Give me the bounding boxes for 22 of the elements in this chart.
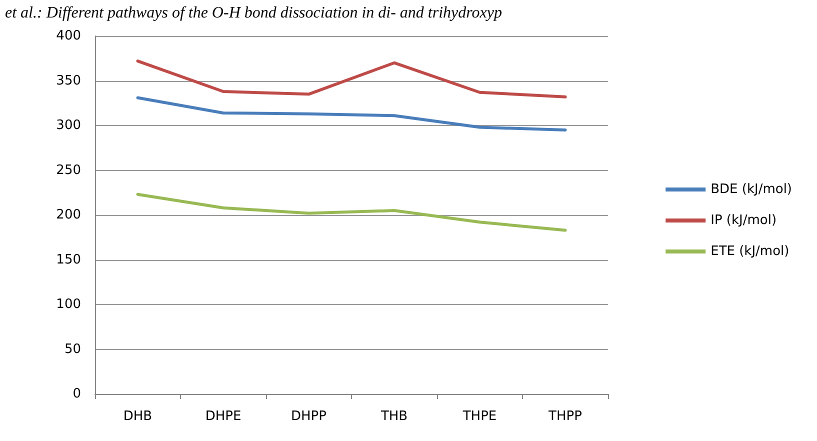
x-tick-label: DHPE [205, 409, 242, 424]
chart-title: et al.: Different pathways of the O-H bond dissociation in di- and trihydroxyp [5, 4, 502, 22]
y-tick-label: 150 [56, 252, 81, 268]
y-tick-label: 100 [56, 297, 81, 312]
y-tick-label: 250 [56, 162, 81, 178]
legend-label: BDE (kJ/mol) [710, 182, 792, 197]
y-tick-label: 300 [56, 118, 81, 133]
y-tick-label: 400 [56, 28, 81, 44]
line-series [136, 60, 567, 98]
y-tick-label: 50 [64, 342, 81, 357]
x-tick-label: DHB [123, 409, 152, 424]
line-series [136, 96, 567, 132]
y-tick-label: 200 [56, 208, 81, 222]
x-tick-label: DHPP [291, 409, 327, 424]
x-tick-label: THPP [548, 409, 582, 424]
y-tick-label: 0 [72, 386, 81, 402]
legend-label: IP (kJ/mol) [710, 213, 777, 228]
legend-label: ETE (kJ/mol) [710, 244, 790, 259]
line-series [136, 192, 567, 232]
x-tick-label: THB [380, 409, 408, 424]
y-tick-label: 350 [56, 73, 81, 88]
x-tick-label: THPE [462, 409, 497, 424]
